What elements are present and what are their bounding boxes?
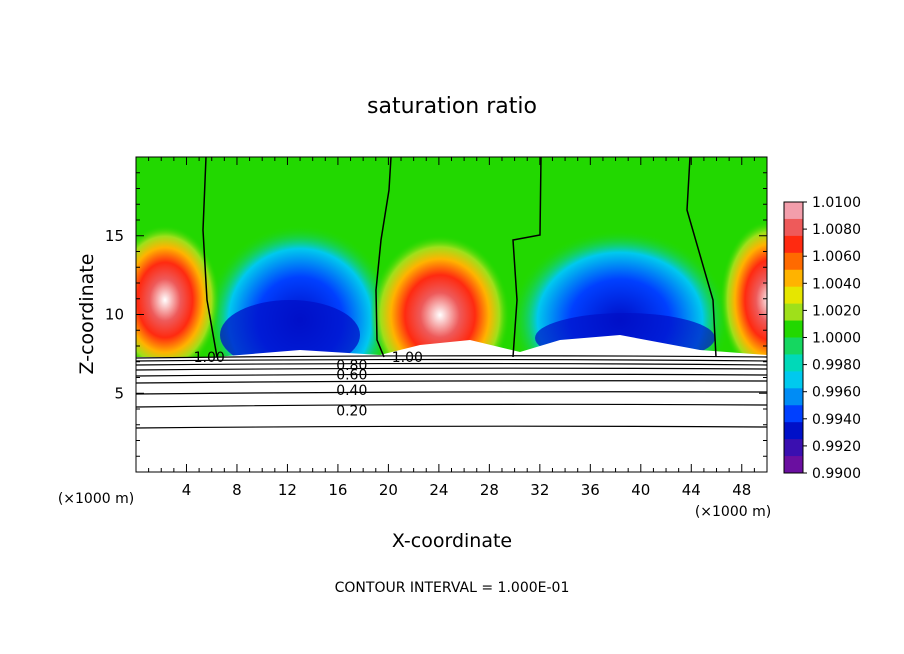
plot-area: 1.00 1.00 0.800.600.40 0.20 (136, 157, 767, 472)
y-tick-label: 10 (105, 306, 124, 324)
colorbar-segment (784, 235, 803, 254)
colorbar-label: 1.0060 (812, 249, 861, 265)
contour-label: 0.40 (336, 383, 367, 399)
supersaturated-region (720, 220, 767, 380)
colorbar-label: 0.9940 (812, 412, 861, 428)
y-unit-label: (×1000 m) (58, 491, 134, 507)
contour-line-1-00 (375, 157, 392, 358)
colorbar-segment (784, 354, 803, 372)
colorbar-segment (784, 337, 803, 355)
x-tick-label: 40 (631, 481, 650, 499)
colorbar-segment (784, 371, 803, 389)
colorbar-segment (784, 456, 803, 474)
colorbar-segment (784, 202, 803, 220)
x-tick-label: 48 (732, 481, 751, 499)
colorbar-label: 1.0000 (812, 331, 861, 347)
colorbar-segment (784, 388, 803, 406)
colorbar-label: 0.9960 (812, 385, 861, 401)
x-tick-label: 32 (530, 481, 549, 499)
x-axis-title: X-coordinate (392, 530, 512, 552)
contour-label: 1.00 (392, 350, 423, 366)
x-unit-label: (×1000 m) (695, 504, 771, 520)
colorbar-segment (784, 286, 803, 305)
x-tick-label: 24 (429, 481, 448, 499)
x-tick-label: 44 (682, 481, 701, 499)
supersaturated-region (136, 225, 220, 375)
colorbar-segment (784, 269, 803, 288)
colorbar-segment (784, 252, 803, 271)
x-tick-label: 12 (278, 481, 297, 499)
colorbar-segment (784, 320, 803, 338)
contour-line-1-00 (202, 157, 218, 358)
colorbar-segment (784, 405, 803, 423)
y-tick-label: 15 (105, 227, 124, 245)
colorbar-segment (784, 218, 803, 237)
colorbar-segment (784, 422, 803, 440)
colorbar-segment (784, 303, 803, 322)
contour-line-1-00 (686, 157, 717, 358)
y-tick-label: 5 (114, 384, 124, 402)
contour-line-1-00 (512, 157, 542, 358)
x-tick-label: 20 (379, 481, 398, 499)
contour-label: 0.60 (336, 367, 367, 383)
contour-label: 0.80 (336, 358, 367, 374)
x-tick-label: 16 (328, 481, 347, 499)
colorbar-label: 0.9920 (812, 439, 861, 455)
x-tick-label: 28 (480, 481, 499, 499)
colorbar-label: 1.0100 (812, 195, 861, 211)
chart-title: saturation ratio (367, 94, 537, 119)
y-axis: 5 10 15 (105, 172, 767, 457)
colorbar-label: 0.9980 (812, 358, 861, 374)
contour-labels: 1.00 1.00 0.800.600.40 0.20 (194, 350, 423, 420)
x-tick-label: 36 (581, 481, 600, 499)
colorbar-label: 0.9900 (812, 466, 861, 482)
x-tick-label: 4 (182, 481, 192, 499)
contour-interval-note: CONTOUR INTERVAL = 1.000E-01 (335, 580, 570, 596)
x-axis: 4 8 12 16 20 24 28 32 36 40 44 48 (148, 157, 755, 499)
lower-contours (136, 355, 767, 429)
x-tick-label: 8 (232, 481, 242, 499)
y-axis-title: Z-coordinate (76, 254, 98, 375)
colorbar-segment (784, 439, 803, 457)
colorbar: 1.0100 1.0080 1.0060 1.0040 1.0020 1.0000 0.99… (783, 195, 861, 482)
colorbar-label: 1.0080 (812, 222, 861, 238)
colorbar-label: 1.0040 (812, 276, 861, 292)
contour-label: 1.00 (194, 350, 225, 366)
colorbar-label: 1.0020 (812, 303, 861, 319)
contour-label: 0.20 (336, 404, 367, 420)
